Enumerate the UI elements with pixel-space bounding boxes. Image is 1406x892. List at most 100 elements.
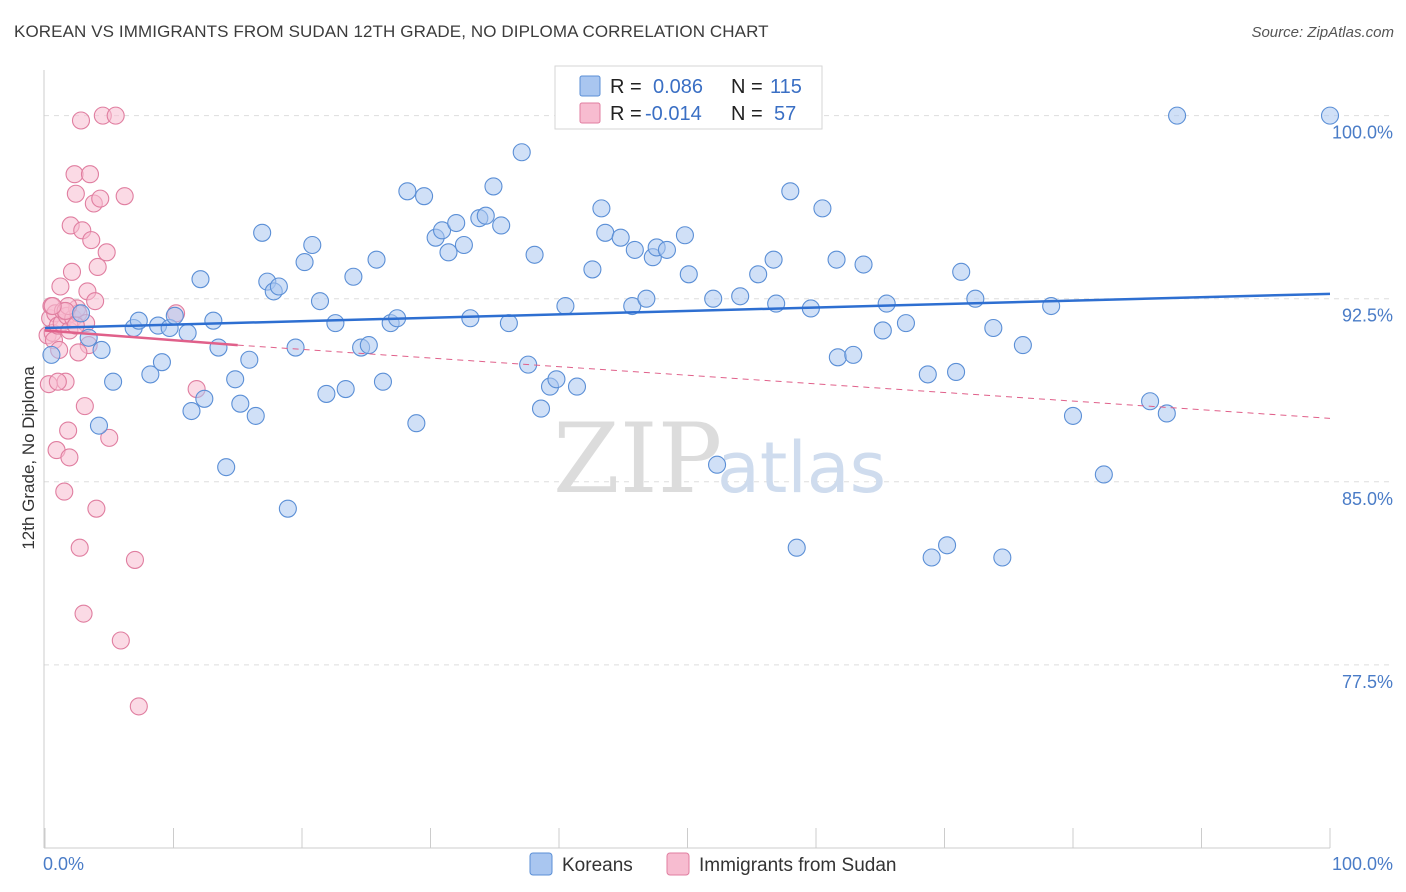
korean-point xyxy=(484,177,503,196)
y-tick-label: 85.0% xyxy=(1342,489,1393,509)
korean-point xyxy=(141,365,160,384)
korean-point xyxy=(79,328,98,347)
korean-point xyxy=(398,182,417,201)
trend-lines xyxy=(44,292,1331,419)
korean-point xyxy=(1013,336,1032,355)
korean-point xyxy=(984,318,1003,338)
korean-point xyxy=(191,270,210,289)
korean-point xyxy=(813,199,832,218)
korean-point xyxy=(525,245,544,264)
korean-point xyxy=(512,143,531,162)
legend-n-value: 57 xyxy=(774,103,796,125)
korean-point xyxy=(295,253,314,272)
watermark: ZIP atlas xyxy=(553,403,886,515)
x-tick-label: 100.0% xyxy=(1332,854,1393,874)
korean-point xyxy=(896,314,916,333)
korean-point xyxy=(611,228,630,247)
korean-point xyxy=(531,399,551,418)
series-koreans xyxy=(42,106,1340,567)
legend-r-label: R = xyxy=(610,76,642,98)
korean-point xyxy=(873,321,892,340)
korean-point xyxy=(461,309,480,328)
korean-point xyxy=(359,336,378,355)
sudan-point xyxy=(106,106,125,125)
korean-point xyxy=(854,255,873,274)
korean-point xyxy=(567,377,587,396)
korean-point xyxy=(209,338,228,357)
korean-point xyxy=(704,289,723,308)
korean-point xyxy=(182,401,201,421)
y-tick-label: 92.5% xyxy=(1342,306,1393,326)
gridlines xyxy=(44,115,1392,666)
korean-point xyxy=(269,277,288,296)
korean-point xyxy=(89,416,109,435)
korean-point xyxy=(781,182,800,201)
korean-point xyxy=(373,372,393,391)
korean-point xyxy=(326,314,345,333)
y-tick-label: 100.0% xyxy=(1332,123,1393,143)
korean-point xyxy=(303,235,322,255)
korean-point xyxy=(286,338,305,357)
korean-point xyxy=(1168,106,1187,125)
korean-point xyxy=(731,287,750,306)
sudan-point xyxy=(65,165,84,184)
legend-label-sudan: Immigrants from Sudan xyxy=(699,855,896,876)
sudan-point xyxy=(88,257,107,277)
axes xyxy=(43,70,1331,849)
korean-point xyxy=(476,206,495,225)
sudan-trend-line-dashed xyxy=(237,344,1331,419)
koreans-trend-line xyxy=(44,292,1331,330)
legend-series: Koreans Immigrants from Sudan xyxy=(529,852,896,876)
korean-point xyxy=(625,240,644,259)
korean-point xyxy=(675,226,694,245)
legend-n-label: N = xyxy=(731,103,763,125)
korean-point xyxy=(253,223,272,242)
korean-point xyxy=(217,458,236,477)
korean-point xyxy=(492,216,511,235)
sudan-point xyxy=(86,292,105,311)
chart-source: Source: ZipAtlas.com xyxy=(1251,24,1394,41)
korean-point xyxy=(1157,404,1176,423)
korean-point xyxy=(583,260,602,279)
legend-r-label: R = xyxy=(610,103,642,125)
korean-point xyxy=(679,265,698,284)
sudan-point xyxy=(69,343,88,362)
korean-point xyxy=(877,294,896,313)
korean-point xyxy=(1094,465,1113,484)
korean-point xyxy=(952,262,971,281)
korean-point xyxy=(828,348,847,367)
korean-point xyxy=(240,350,259,369)
legend-n-label: N = xyxy=(731,76,763,98)
korean-point xyxy=(336,379,355,399)
legend-swatch-sudan xyxy=(579,102,601,124)
korean-point xyxy=(922,548,941,567)
sudan-point xyxy=(55,482,74,501)
chart-title: KOREAN VS IMMIGRANTS FROM SUDAN 12TH GRA… xyxy=(14,22,769,41)
korean-point xyxy=(454,235,473,255)
korean-point xyxy=(844,345,863,364)
korean-point xyxy=(499,314,518,333)
sudan-point xyxy=(60,448,79,467)
sudan-point xyxy=(129,697,148,716)
watermark-zip: ZIP xyxy=(553,403,722,515)
sudan-point xyxy=(66,184,85,203)
y-tick-label: 77.5% xyxy=(1342,672,1393,692)
korean-point xyxy=(556,296,575,316)
sudan-point xyxy=(111,631,130,650)
korean-point xyxy=(657,240,676,259)
korean-point xyxy=(178,323,197,342)
korean-point xyxy=(71,304,91,323)
sudan-point xyxy=(75,397,94,416)
korean-point xyxy=(433,221,452,240)
sudan-trend-line xyxy=(44,329,238,347)
sudan-point xyxy=(91,189,110,208)
sudan-point xyxy=(48,372,67,391)
korean-point xyxy=(344,267,363,286)
series-immigrants-from-sudan xyxy=(38,106,206,716)
sudan-point xyxy=(62,262,82,281)
legend-swatch-sudan xyxy=(666,852,690,876)
legend-label-koreans: Koreans xyxy=(562,855,633,876)
sudan-point xyxy=(115,187,134,206)
korean-point xyxy=(938,536,957,555)
